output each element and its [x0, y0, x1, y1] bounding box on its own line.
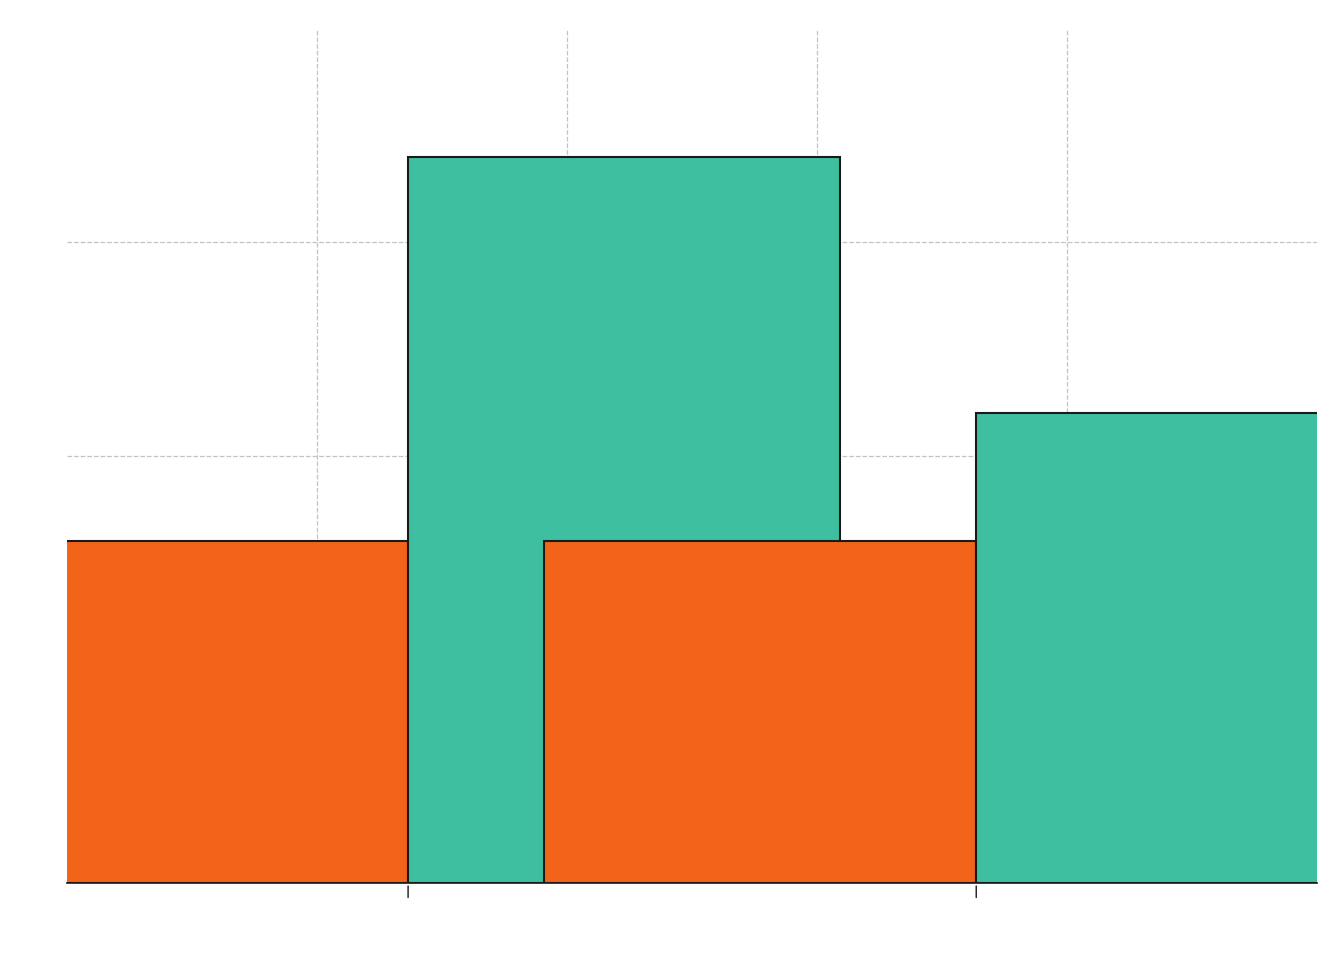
Bar: [409, 157, 840, 883]
Bar: [0, 541, 409, 883]
Bar: [976, 413, 1344, 883]
Bar: [544, 541, 976, 883]
